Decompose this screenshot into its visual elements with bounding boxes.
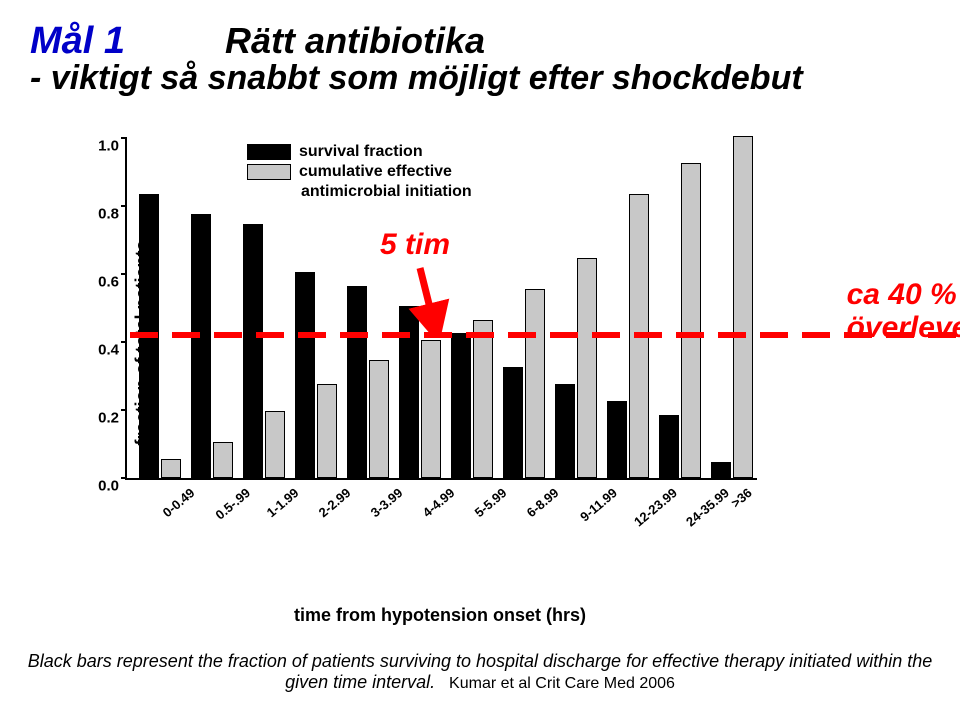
- dash-segment: [466, 332, 494, 338]
- y-tick-mark: [121, 477, 127, 479]
- bar-survival: [659, 415, 679, 478]
- title-row: Mål 1 Rätt antibiotika: [30, 20, 930, 63]
- bar-cumulative: [577, 258, 597, 478]
- threshold-line: [130, 332, 960, 338]
- y-tick-mark: [121, 205, 127, 207]
- y-tick-label: 0.8: [87, 206, 119, 223]
- x-tick-label: 6-8.99: [524, 485, 562, 520]
- dash-segment: [214, 332, 242, 338]
- y-tick-label: 1.0: [87, 138, 119, 155]
- x-tick-label: 4-4.99: [420, 485, 458, 520]
- x-tick-label: 0.5-.99: [212, 485, 253, 523]
- bar-cumulative: [681, 163, 701, 478]
- main-title: Rätt antibiotika: [225, 20, 485, 62]
- y-tick-mark: [121, 341, 127, 343]
- bar-survival: [243, 224, 263, 478]
- bar-cumulative: [369, 360, 389, 478]
- y-tick-mark: [121, 273, 127, 275]
- bar-survival: [607, 401, 627, 478]
- goal-label: Mål 1: [30, 20, 125, 63]
- bar-cumulative: [161, 459, 181, 478]
- dash-segment: [382, 332, 410, 338]
- legend-label: survival fraction: [299, 142, 423, 162]
- bar-cumulative: [525, 289, 545, 478]
- x-tick-label: >36: [728, 485, 755, 511]
- dash-segment: [592, 332, 620, 338]
- caption: Black bars represent the fraction of pat…: [20, 651, 940, 693]
- y-tick-label: 0.4: [87, 342, 119, 359]
- x-tick-label: 0-0.49: [160, 485, 198, 520]
- chart: fraction of total patients survival frac…: [70, 128, 810, 558]
- bar-cumulative: [213, 442, 233, 478]
- dash-segment: [718, 332, 746, 338]
- survives-word: överlever: [847, 311, 960, 344]
- five-tim-annotation: 5 tim: [380, 228, 450, 262]
- bar-survival: [503, 367, 523, 478]
- y-tick-mark: [121, 409, 127, 411]
- y-tick-label: 0.2: [87, 410, 119, 427]
- legend-label: cumulative effective: [299, 162, 452, 182]
- x-tick-label: 3-3.99: [368, 485, 406, 520]
- bar-cumulative: [733, 136, 753, 478]
- dash-segment: [760, 332, 788, 338]
- legend: survival fraction cumulative effective a…: [247, 142, 472, 202]
- bar-cumulative: [317, 384, 337, 478]
- legend-swatch-gray: [247, 164, 291, 180]
- legend-item: survival fraction: [247, 142, 472, 162]
- x-tick-label: 5-5.99: [472, 485, 510, 520]
- legend-item: cumulative effective: [247, 162, 472, 182]
- x-axis-label: time from hypotension onset (hrs): [294, 605, 586, 626]
- x-tick-label: 24-35.99: [683, 485, 732, 529]
- dash-segment: [172, 332, 200, 338]
- dash-segment: [424, 332, 452, 338]
- y-tick-label: 0.0: [87, 478, 119, 495]
- dash-segment: [256, 332, 284, 338]
- dash-segment: [508, 332, 536, 338]
- dash-segment: [298, 332, 326, 338]
- bar-survival: [347, 286, 367, 478]
- legend-swatch-black: [247, 144, 291, 160]
- dash-segment: [634, 332, 662, 338]
- bar-cumulative: [421, 340, 441, 478]
- header: Mål 1 Rätt antibiotika - viktigt så snab…: [30, 20, 930, 98]
- dash-segment: [550, 332, 578, 338]
- y-tick-mark: [121, 137, 127, 139]
- survives-annotation: ca 40 % överlever: [847, 278, 960, 344]
- x-tick-label: 1-1.99: [264, 485, 302, 520]
- citation: Kumar et al Crit Care Med 2006: [440, 675, 675, 692]
- bar-cumulative: [473, 320, 493, 478]
- subtitle: - viktigt så snabbt som möjligt efter sh…: [30, 59, 930, 98]
- dash-segment: [340, 332, 368, 338]
- dash-segment: [676, 332, 704, 338]
- x-tick-label: 12-23.99: [631, 485, 680, 529]
- x-tick-label: 2-2.99: [316, 485, 354, 520]
- bar-cumulative: [265, 411, 285, 478]
- bar-survival: [295, 272, 315, 478]
- survives-pct: ca 40 %: [847, 278, 957, 311]
- legend-label-cont: antimicrobial initiation: [301, 182, 472, 202]
- bar-survival: [191, 214, 211, 478]
- y-tick-label: 0.6: [87, 274, 119, 291]
- bar-survival: [451, 333, 471, 478]
- bar-survival: [555, 384, 575, 478]
- x-tick-label: 9-11.99: [577, 485, 620, 524]
- bar-survival: [711, 462, 731, 478]
- dash-segment: [802, 332, 830, 338]
- arrow-icon: [390, 266, 450, 336]
- dash-segment: [130, 332, 158, 338]
